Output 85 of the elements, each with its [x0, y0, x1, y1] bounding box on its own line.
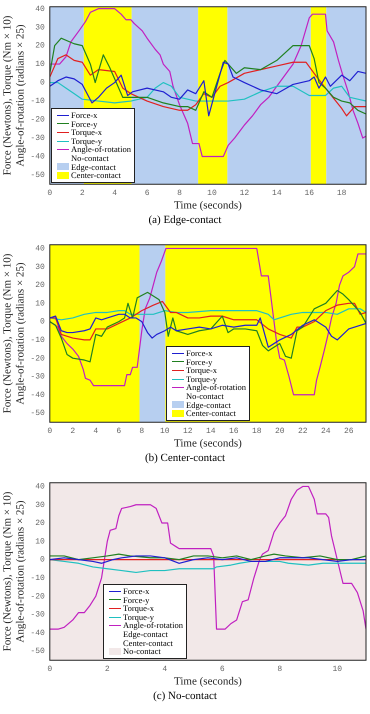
- y-tick-label: 0: [40, 318, 45, 327]
- x-tick-label: 0: [47, 189, 52, 198]
- y-tick-label: -10: [30, 336, 45, 346]
- legend-label: Force-x: [186, 348, 212, 358]
- y-tick-label: 20: [35, 281, 45, 290]
- y-tick-label: 0: [40, 556, 45, 565]
- text: (b) Center-contact: [144, 452, 226, 464]
- y-tick-label: -30: [30, 134, 45, 144]
- x-tick-label: 10: [160, 427, 170, 436]
- x-tick-label: 12: [182, 427, 193, 436]
- x-tick-label: 6: [220, 665, 225, 674]
- y-tick-label: -20: [30, 354, 45, 364]
- y-tick-label: 10: [35, 60, 45, 70]
- y-tick-label: -10: [30, 97, 45, 106]
- legend-label: Force-y: [123, 594, 150, 605]
- legend-label: Torque-y: [123, 612, 154, 622]
- x-tick-label: 2: [104, 665, 110, 674]
- y-tick-label: -50: [30, 647, 45, 656]
- band-label: Edge-contact: [71, 162, 116, 172]
- text: (c) No-contact: [152, 690, 218, 702]
- x-tick-label: 2: [70, 427, 76, 436]
- band-label: No-contact: [123, 646, 161, 656]
- x-tick-label: 0: [47, 665, 52, 674]
- y-tick-label: -30: [30, 372, 45, 382]
- x-tick-label: 12: [240, 189, 250, 198]
- y-tick-label: 0: [40, 78, 45, 88]
- y-tick-label: -20: [30, 592, 45, 602]
- y-tick-label: -50: [30, 409, 45, 418]
- annotation: Edge-contact: [123, 628, 168, 639]
- annotation: No-contact: [71, 152, 109, 163]
- x-tick-label: 6: [144, 189, 150, 198]
- x-tick-label: 20: [274, 427, 285, 436]
- x-tick-label: 16: [304, 189, 314, 198]
- x-axis-title: Time (seconds): [174, 199, 242, 212]
- x-tick-label: 0: [47, 427, 52, 436]
- annotation: Center-contact: [123, 638, 173, 648]
- x-tick-label: 10: [332, 665, 342, 674]
- legend-label: Force-y: [71, 118, 98, 129]
- x-tick-label: 8: [277, 665, 282, 674]
- x-tick-label: 18: [252, 427, 262, 436]
- x-tick-label: 18: [336, 189, 347, 198]
- band-label: Edge-contact: [186, 400, 231, 410]
- legend-label: Force-y: [186, 356, 212, 367]
- x-tick-label: 22: [298, 427, 308, 436]
- y-tick-label: 40: [35, 4, 45, 14]
- y-tick-label: -40: [30, 152, 45, 162]
- legend-label: Force-x: [71, 110, 98, 120]
- y-tick-label: -30: [30, 610, 45, 620]
- y-tick-label: 20: [35, 519, 45, 528]
- x-tick-label: 16: [228, 427, 239, 436]
- legend-label: Torque-y: [186, 374, 218, 384]
- legend-label: Force-x: [123, 586, 150, 596]
- y-tick-label: 20: [35, 42, 45, 51]
- legend-label: Torque-y: [71, 136, 102, 146]
- x-tick-label: 2: [80, 189, 85, 198]
- y-tick-label: 30: [35, 262, 45, 272]
- y-axis-title: Force (Newtons), Torque (Nm × 10) Angle-of-rotation (radians × 25): [1, 253, 27, 414]
- x-tick-label: 10: [207, 189, 217, 198]
- x-tick-label: 24: [320, 427, 331, 436]
- y-axis-title: Force (Newtons), Torque (Nm × 10) Angle-of-rotation (radians × 25): [1, 491, 27, 652]
- x-tick-label: 14: [272, 189, 282, 198]
- y-axis-title: Force (Newtons), Torque (Nm × 10) Angle-of-rotation (radians × 25): [1, 15, 27, 176]
- x-axis-title: Time (seconds): [174, 675, 242, 688]
- x-tick-label: 4: [93, 427, 98, 436]
- y-tick-label: -40: [30, 390, 45, 400]
- annotation: No-contact: [186, 390, 224, 401]
- y-tick-label: -50: [30, 171, 45, 180]
- y-tick-label: 30: [35, 500, 45, 510]
- y-tick-label: 40: [35, 482, 45, 492]
- x-axis-title: Time (seconds): [174, 437, 242, 450]
- y-tick-label: 30: [35, 23, 45, 32]
- x-tick-label: 14: [206, 427, 216, 436]
- x-tick-label: 8: [139, 427, 144, 436]
- y-tick-label: -10: [30, 574, 45, 584]
- x-tick-label: 8: [177, 189, 182, 198]
- text: (a) Edge-contact: [148, 214, 222, 226]
- y-tick-label: -20: [30, 116, 45, 125]
- x-tick-label: 6: [116, 427, 122, 436]
- x-tick-label: 4: [162, 665, 168, 674]
- y-tick-label: 10: [35, 537, 45, 546]
- x-tick-label: 4: [112, 189, 118, 198]
- x-tick-label: 26: [344, 427, 354, 436]
- y-tick-label: 10: [35, 299, 45, 308]
- y-tick-label: -40: [30, 628, 45, 638]
- y-tick-label: 40: [35, 244, 45, 254]
